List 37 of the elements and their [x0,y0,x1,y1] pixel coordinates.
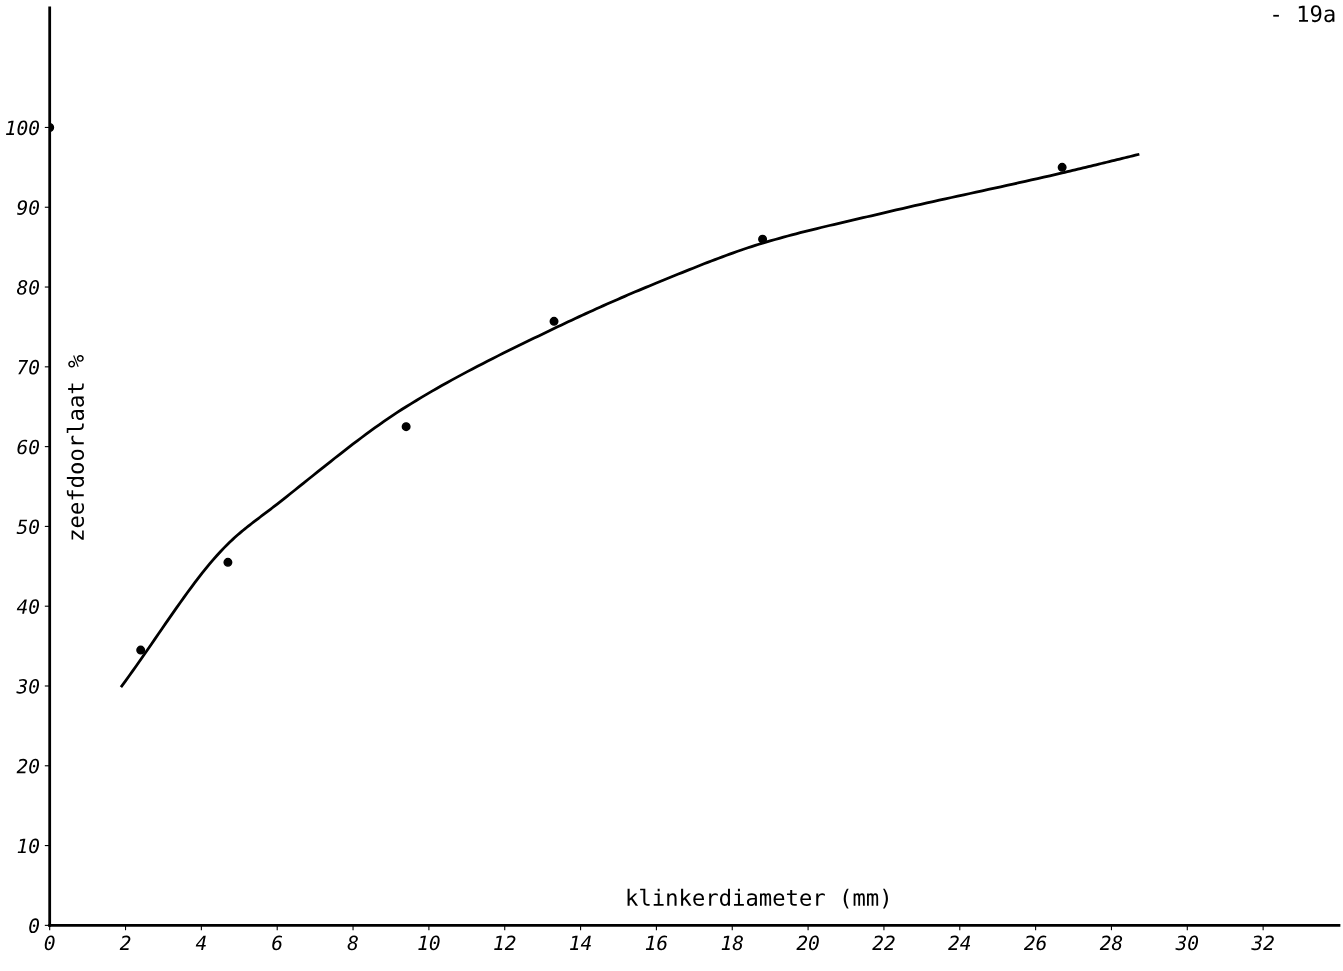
y-tick-label: 40 [16,599,40,614]
point [136,645,146,655]
point [1057,162,1067,172]
x-tick-label: 20 [796,935,819,951]
y-axis-title: zeefdoorlaat % [66,354,85,540]
y-tick-label: 0 [29,918,40,934]
y-tick-label: 10 [17,838,40,854]
x-tick-label: 28 [1099,935,1123,951]
y-tick-label: 100 [6,120,40,136]
y-tick-label: 70 [18,359,40,375]
point [549,316,559,326]
point [758,234,768,244]
x-tick-label: 22 [872,935,895,950]
x-tick-label: 32 [1251,935,1274,951]
x-tick-label: 24 [948,935,971,950]
x-tick-label: 10 [418,935,440,951]
x-tick-label: 4 [195,935,206,950]
y-tick-label: 90 [17,200,40,215]
x-tick-label: 26 [1023,935,1047,951]
x-tick-label: 16 [645,935,668,951]
x-tick-label: 0 [44,935,55,951]
point [401,422,411,432]
annotation: - 19a [1273,5,1335,23]
x-tick-label: 14 [570,935,591,950]
y-tick-label: 20 [16,758,40,774]
x-tick-label: 8 [347,935,358,951]
point [223,557,233,567]
x-tick-label: 12 [494,935,516,950]
y-tick-label: 60 [17,439,40,455]
x-tick-label: 6 [272,935,283,951]
y-tick-label: 50 [16,519,40,535]
y-tick-label: 30 [16,679,40,694]
x-tick-label: 30 [1175,935,1199,951]
x-tick-label: 2 [119,935,131,950]
x-axis-title: klinkerdiameter (mm) [627,888,888,909]
x-tick-label: 18 [721,935,743,951]
y-tick-label: 80 [16,280,40,295]
